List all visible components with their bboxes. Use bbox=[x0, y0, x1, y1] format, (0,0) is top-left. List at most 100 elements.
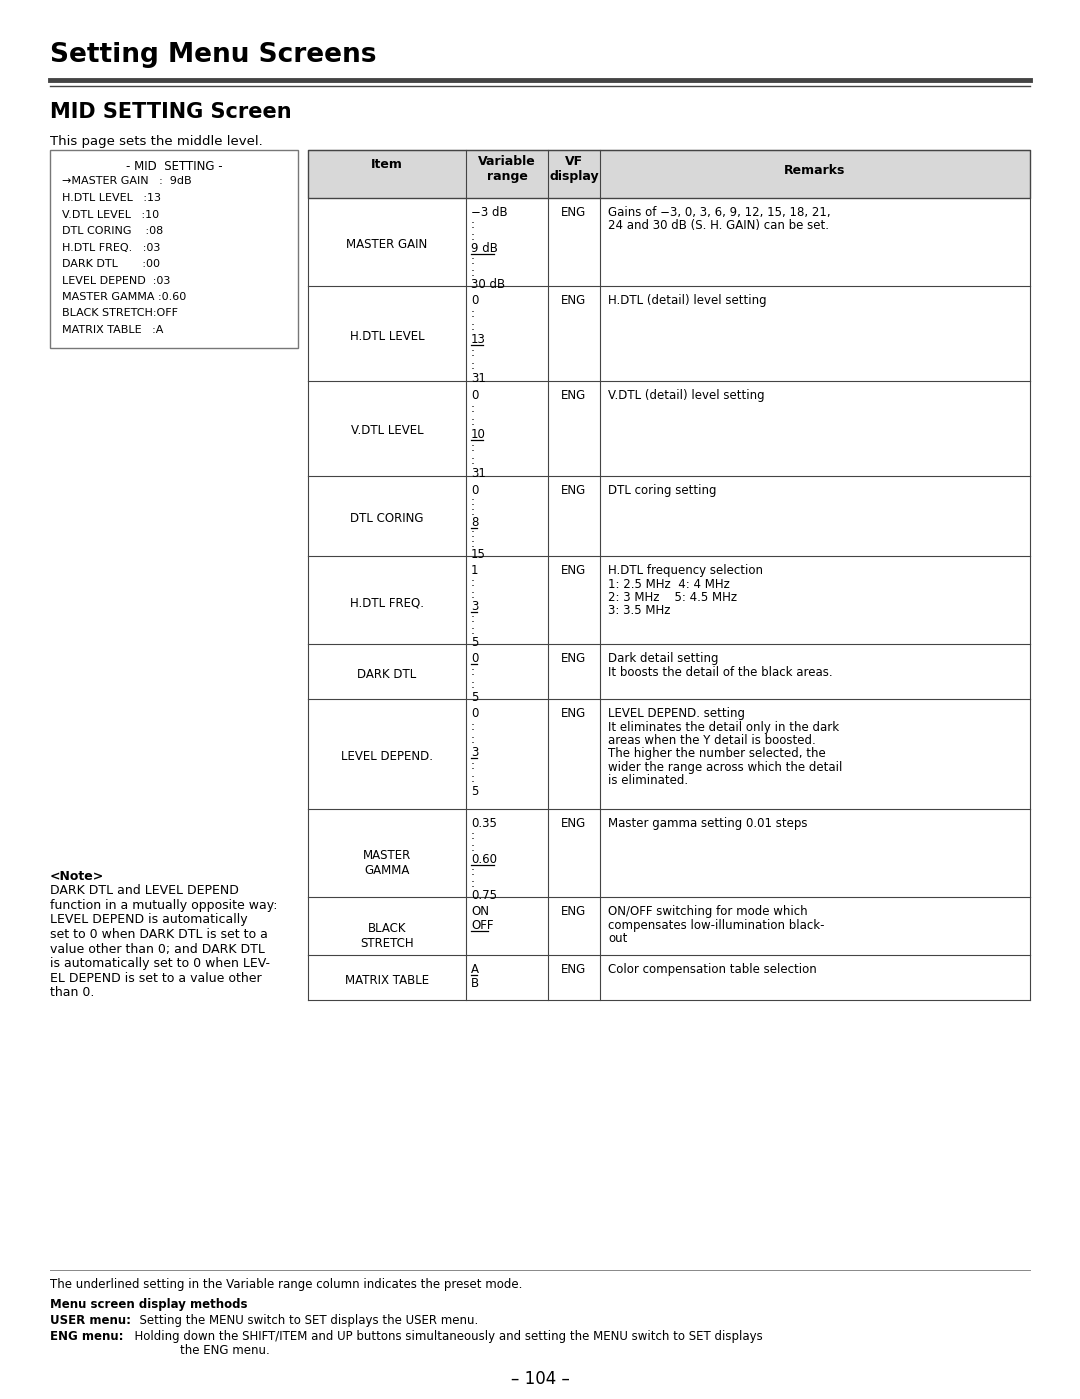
Text: ENG: ENG bbox=[562, 652, 586, 665]
Text: →MASTER GAIN   :  9dB: →MASTER GAIN : 9dB bbox=[62, 176, 191, 186]
Text: :: : bbox=[471, 441, 475, 455]
Text: MATRIX TABLE   :A: MATRIX TABLE :A bbox=[62, 325, 163, 334]
Text: MASTER GAMMA :0.60: MASTER GAMMA :0.60 bbox=[62, 292, 186, 302]
Text: OFF: OFF bbox=[471, 919, 494, 932]
Text: :: : bbox=[471, 346, 475, 360]
Text: It boosts the detail of the black areas.: It boosts the detail of the black areas. bbox=[608, 666, 833, 679]
Text: :: : bbox=[471, 877, 475, 890]
Text: 8: 8 bbox=[471, 516, 478, 529]
Text: ENG: ENG bbox=[562, 706, 586, 720]
Text: areas when the Y detail is boosted.: areas when the Y detail is boosted. bbox=[608, 734, 815, 747]
Text: compensates low-illumination black-: compensates low-illumination black- bbox=[608, 919, 824, 932]
Text: VF
display: VF display bbox=[550, 155, 598, 183]
Text: The underlined setting in the Variable range column indicates the preset mode.: The underlined setting in the Variable r… bbox=[50, 1279, 523, 1291]
Text: 5: 5 bbox=[471, 637, 478, 649]
Text: BLACK STRETCH:OFF: BLACK STRETCH:OFF bbox=[62, 309, 178, 319]
Text: 5: 5 bbox=[471, 691, 478, 704]
Text: Setting the MENU switch to SET displays the USER menu.: Setting the MENU switch to SET displays … bbox=[132, 1314, 478, 1328]
Text: ENG: ENG bbox=[562, 817, 586, 830]
Text: :: : bbox=[471, 266, 475, 278]
Text: :: : bbox=[471, 455, 475, 467]
Text: 0: 0 bbox=[471, 706, 478, 720]
Text: The higher the number selected, the: The higher the number selected, the bbox=[608, 747, 826, 761]
Text: 3: 3 bbox=[471, 600, 478, 613]
Text: Color compensation table selection: Color compensation table selection bbox=[608, 963, 816, 977]
Text: 15: 15 bbox=[471, 548, 486, 561]
Text: −3 dB: −3 dB bbox=[471, 206, 508, 220]
Text: Dark detail setting: Dark detail setting bbox=[608, 652, 718, 665]
Text: MASTER GAIN: MASTER GAIN bbox=[347, 238, 428, 250]
Text: :: : bbox=[471, 733, 475, 746]
Text: :: : bbox=[471, 679, 475, 691]
Text: - MID  SETTING -: - MID SETTING - bbox=[125, 159, 222, 173]
Text: 0: 0 bbox=[471, 484, 478, 497]
Text: 0: 0 bbox=[471, 652, 478, 665]
Text: :: : bbox=[471, 588, 475, 602]
Text: DARK DTL       :00: DARK DTL :00 bbox=[62, 259, 160, 269]
Text: ENG: ENG bbox=[562, 206, 586, 220]
Text: out: out bbox=[608, 932, 627, 944]
Text: the ENG menu.: the ENG menu. bbox=[180, 1344, 270, 1357]
Text: Variable
range: Variable range bbox=[478, 155, 536, 183]
Text: MID SETTING Screen: MID SETTING Screen bbox=[50, 102, 292, 122]
Text: H.DTL LEVEL   :13: H.DTL LEVEL :13 bbox=[62, 193, 161, 203]
Text: than 0.: than 0. bbox=[50, 986, 94, 999]
Text: :: : bbox=[471, 841, 475, 853]
Text: A: A bbox=[471, 963, 480, 977]
Text: :: : bbox=[471, 306, 475, 320]
Text: Menu screen display methods: Menu screen display methods bbox=[50, 1298, 247, 1311]
Text: Setting Menu Screens: Setting Menu Screens bbox=[50, 42, 377, 69]
Text: DTL coring setting: DTL coring setting bbox=[608, 484, 716, 497]
Text: 31: 31 bbox=[471, 467, 486, 480]
Text: LEVEL DEPEND.: LEVEL DEPEND. bbox=[341, 750, 433, 762]
Text: :: : bbox=[471, 665, 475, 679]
Text: 10: 10 bbox=[471, 428, 486, 441]
Text: 1: 1 bbox=[471, 564, 478, 576]
Text: ENG: ENG bbox=[562, 564, 586, 576]
Text: Master gamma setting 0.01 steps: Master gamma setting 0.01 steps bbox=[608, 817, 808, 830]
Text: MATRIX TABLE: MATRIX TABLE bbox=[345, 974, 429, 986]
Text: MASTER
GAMMA: MASTER GAMMA bbox=[363, 849, 411, 877]
Text: 0.75: 0.75 bbox=[471, 888, 497, 902]
Text: LEVEL DEPEND is automatically: LEVEL DEPEND is automatically bbox=[50, 914, 247, 926]
Text: :: : bbox=[471, 772, 475, 785]
Text: DARK DTL and LEVEL DEPEND: DARK DTL and LEVEL DEPEND bbox=[50, 884, 239, 898]
Text: LEVEL DEPEND. setting: LEVEL DEPEND. setting bbox=[608, 706, 745, 720]
Text: 13: 13 bbox=[471, 333, 486, 346]
Text: :: : bbox=[471, 255, 475, 267]
Text: Holding down the SHIFT/ITEM and UP buttons simultaneously and setting the MENU s: Holding down the SHIFT/ITEM and UP butto… bbox=[127, 1330, 762, 1343]
Text: :: : bbox=[471, 229, 475, 243]
Text: :: : bbox=[471, 402, 475, 416]
Text: ENG: ENG bbox=[562, 905, 586, 918]
Text: :: : bbox=[471, 537, 475, 550]
Text: B: B bbox=[471, 977, 480, 990]
Text: :: : bbox=[471, 720, 475, 733]
Text: V.DTL LEVEL   :10: V.DTL LEVEL :10 bbox=[62, 210, 159, 220]
Text: 3: 3.5 MHz: 3: 3.5 MHz bbox=[608, 604, 671, 617]
Text: BLACK
STRETCH: BLACK STRETCH bbox=[361, 922, 414, 950]
Text: DARK DTL: DARK DTL bbox=[357, 667, 417, 680]
Text: 5: 5 bbox=[471, 785, 478, 797]
Text: Gains of −3, 0, 3, 6, 9, 12, 15, 18, 21,: Gains of −3, 0, 3, 6, 9, 12, 15, 18, 21, bbox=[608, 206, 831, 220]
Text: set to 0 when DARK DTL is set to a: set to 0 when DARK DTL is set to a bbox=[50, 928, 268, 942]
Text: H.DTL FREQ.: H.DTL FREQ. bbox=[350, 596, 424, 609]
Text: :: : bbox=[471, 830, 475, 842]
Text: USER menu:: USER menu: bbox=[50, 1314, 131, 1328]
Text: 1: 2.5 MHz  4: 4 MHz: 1: 2.5 MHz 4: 4 MHz bbox=[608, 578, 730, 590]
Text: DTL CORING    :08: DTL CORING :08 bbox=[62, 227, 163, 236]
Text: LEVEL DEPEND  :03: LEVEL DEPEND :03 bbox=[62, 276, 171, 285]
Text: 30 dB: 30 dB bbox=[471, 278, 505, 291]
Text: 2: 3 MHz    5: 4.5 MHz: 2: 3 MHz 5: 4.5 MHz bbox=[608, 590, 738, 604]
Text: Remarks: Remarks bbox=[784, 164, 846, 178]
Text: :: : bbox=[471, 360, 475, 372]
Text: :: : bbox=[471, 505, 475, 519]
Text: Item: Item bbox=[372, 158, 403, 171]
Text: 0.60: 0.60 bbox=[471, 853, 497, 866]
Text: ENG: ENG bbox=[562, 963, 586, 977]
Text: 0.35: 0.35 bbox=[471, 817, 497, 830]
Bar bbox=[308, 150, 1030, 199]
Text: value other than 0; and DARK DTL: value other than 0; and DARK DTL bbox=[50, 943, 265, 956]
Text: V.DTL (detail) level setting: V.DTL (detail) level setting bbox=[608, 389, 765, 402]
Text: :: : bbox=[471, 865, 475, 879]
Text: :: : bbox=[471, 611, 475, 625]
